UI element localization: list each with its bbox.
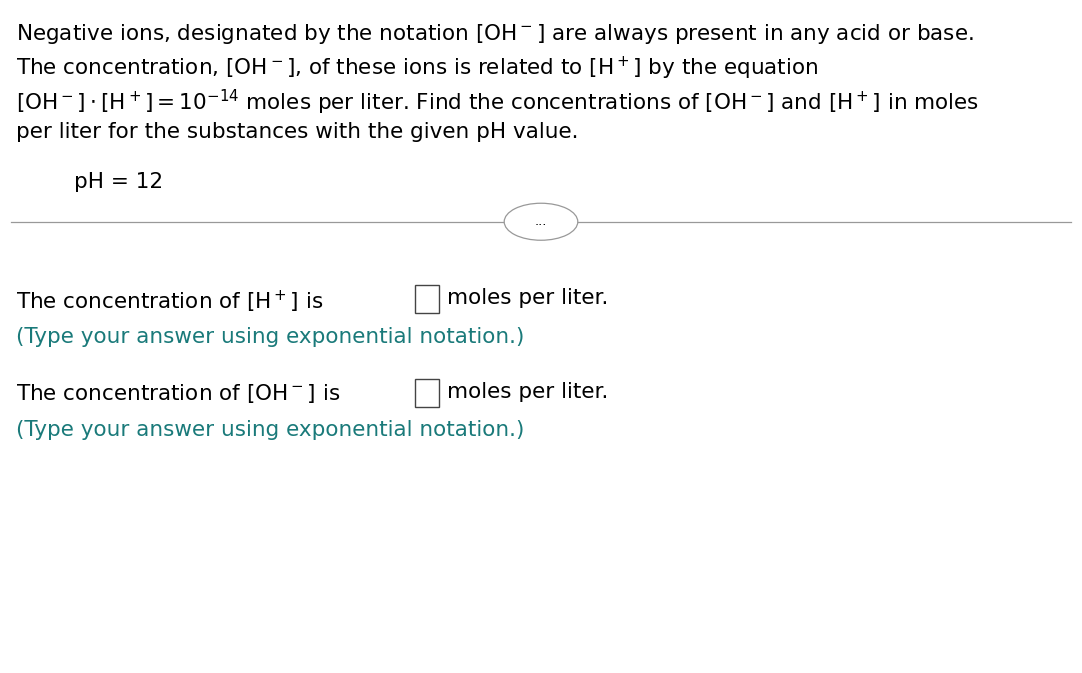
Text: moles per liter.: moles per liter. [447, 382, 608, 402]
Ellipse shape [504, 203, 578, 240]
Text: Negative ions, designated by the notation $\left[\mathrm{OH}^-\right]$ are alway: Negative ions, designated by the notatio… [16, 22, 974, 46]
FancyBboxPatch shape [415, 378, 439, 406]
Text: (Type your answer using exponential notation.): (Type your answer using exponential nota… [16, 420, 525, 440]
Text: moles per liter.: moles per liter. [447, 289, 608, 308]
FancyBboxPatch shape [415, 285, 439, 314]
Text: The concentration, $\left[\mathrm{OH}^-\right]$, of these ions is related to $\l: The concentration, $\left[\mathrm{OH}^-\… [16, 55, 819, 82]
Text: ...: ... [535, 215, 547, 228]
Text: The concentration of $\left[\mathrm{H}^+\right]$ is: The concentration of $\left[\mathrm{H}^+… [16, 289, 324, 315]
Text: (Type your answer using exponential notation.): (Type your answer using exponential nota… [16, 327, 525, 347]
Text: The concentration of $\left[\mathrm{OH}^-\right]$ is: The concentration of $\left[\mathrm{OH}^… [16, 382, 341, 405]
Text: $\left[\mathrm{OH}^-\right]\cdot\left[\mathrm{H}^+\right] = 10^{-14}$ moles per : $\left[\mathrm{OH}^-\right]\cdot\left[\m… [16, 88, 979, 118]
Text: pH = 12: pH = 12 [74, 172, 162, 192]
Text: per liter for the substances with the given pH value.: per liter for the substances with the gi… [16, 122, 579, 141]
